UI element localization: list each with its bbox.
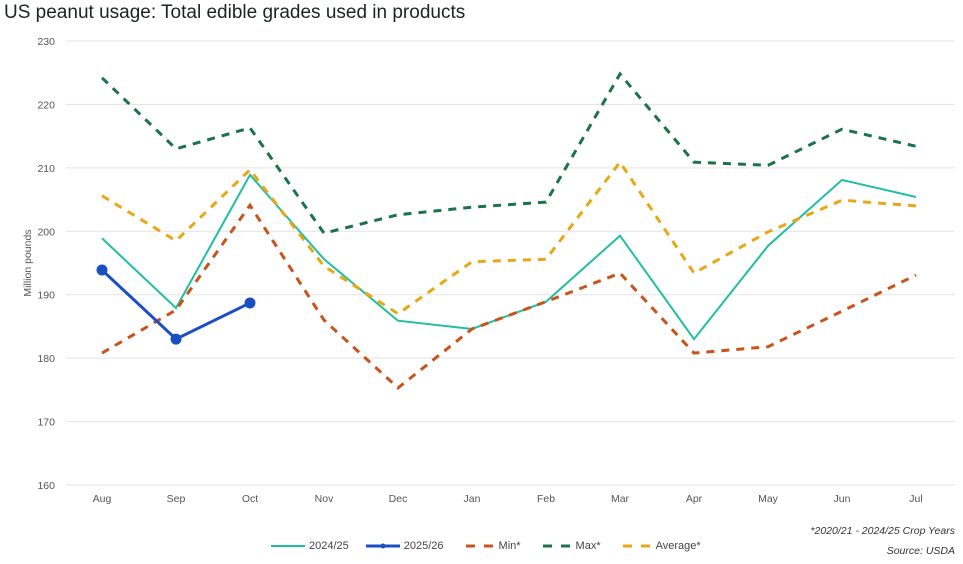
- y-axis-label: Million pounds: [22, 229, 34, 296]
- legend-item: 2024/25: [270, 540, 349, 552]
- legend-swatch: [622, 544, 652, 548]
- x-tick-label: Aug: [93, 493, 112, 505]
- legend-swatch: [465, 544, 495, 548]
- series-group: [96, 71, 917, 390]
- legend-label: Max*: [575, 540, 601, 552]
- y-axis-ticks: 160 170 180 190 200 210 220 230: [37, 36, 55, 492]
- y-tick-label: 180: [37, 353, 55, 365]
- x-tick-label: Oct: [242, 493, 258, 505]
- x-tick-label: Dec: [389, 493, 408, 505]
- x-tick-label: Mar: [611, 493, 630, 505]
- legend-label: 2025/26: [403, 540, 444, 552]
- legend: 2024/25 2025/26 Min* Max* Average*: [270, 540, 717, 552]
- legend-item: 2025/26: [365, 540, 444, 552]
- series-max: [100, 71, 917, 235]
- y-tick-label: 170: [37, 417, 55, 429]
- y-tick-label: 230: [37, 36, 55, 48]
- legend-swatch: [271, 545, 305, 547]
- legend-label: Min*: [498, 540, 521, 552]
- x-axis-ticks: Aug Sep Oct Nov Dec Jan Feb Mar Apr May Jun Jul: [93, 493, 923, 505]
- data-point: [244, 297, 256, 309]
- footnote: *2020/21 - 2024/25 Crop Years: [810, 525, 955, 537]
- legend-item: Min*: [460, 540, 521, 552]
- x-tick-label: Jun: [834, 493, 851, 505]
- y-tick-label: 220: [37, 99, 55, 111]
- source-note: Source: USDA: [886, 545, 955, 557]
- y-tick-label: 200: [37, 226, 55, 238]
- x-tick-label: Apr: [686, 493, 703, 505]
- x-tick-label: Jan: [464, 493, 481, 505]
- legend-swatch: [542, 544, 572, 548]
- x-tick-label: Nov: [315, 493, 334, 505]
- series-average: [101, 159, 917, 316]
- chart-title: US peanut usage: Total edible grades use…: [4, 2, 466, 23]
- x-tick-label: May: [758, 493, 779, 505]
- data-point: [170, 333, 182, 345]
- x-tick-label: Jul: [909, 493, 922, 505]
- x-tick-label: Sep: [167, 493, 186, 505]
- y-tick-label: 160: [37, 480, 55, 492]
- series-line: [100, 268, 251, 341]
- legend-label: 2024/25: [309, 540, 349, 552]
- data-point: [96, 264, 108, 276]
- gridlines: [66, 40, 955, 486]
- y-tick-label: 210: [37, 163, 55, 175]
- series-line: [101, 159, 917, 316]
- series-min: [101, 202, 917, 390]
- series-202425: [101, 173, 917, 341]
- y-tick-label: 190: [37, 290, 55, 302]
- series-line: [101, 173, 917, 341]
- x-tick-label: Feb: [537, 493, 555, 505]
- legend-label: Average*: [655, 540, 701, 552]
- series-line: [100, 71, 917, 235]
- line-chart: 160 170 180 190 200 210 220 230 Aug Sep Oct Nov Dec…: [22, 36, 955, 505]
- legend-item: Average*: [617, 540, 701, 552]
- legend-item: Max*: [537, 540, 601, 552]
- series-line: [101, 202, 917, 390]
- legend-swatch: [365, 543, 400, 549]
- series-202526: [96, 264, 256, 345]
